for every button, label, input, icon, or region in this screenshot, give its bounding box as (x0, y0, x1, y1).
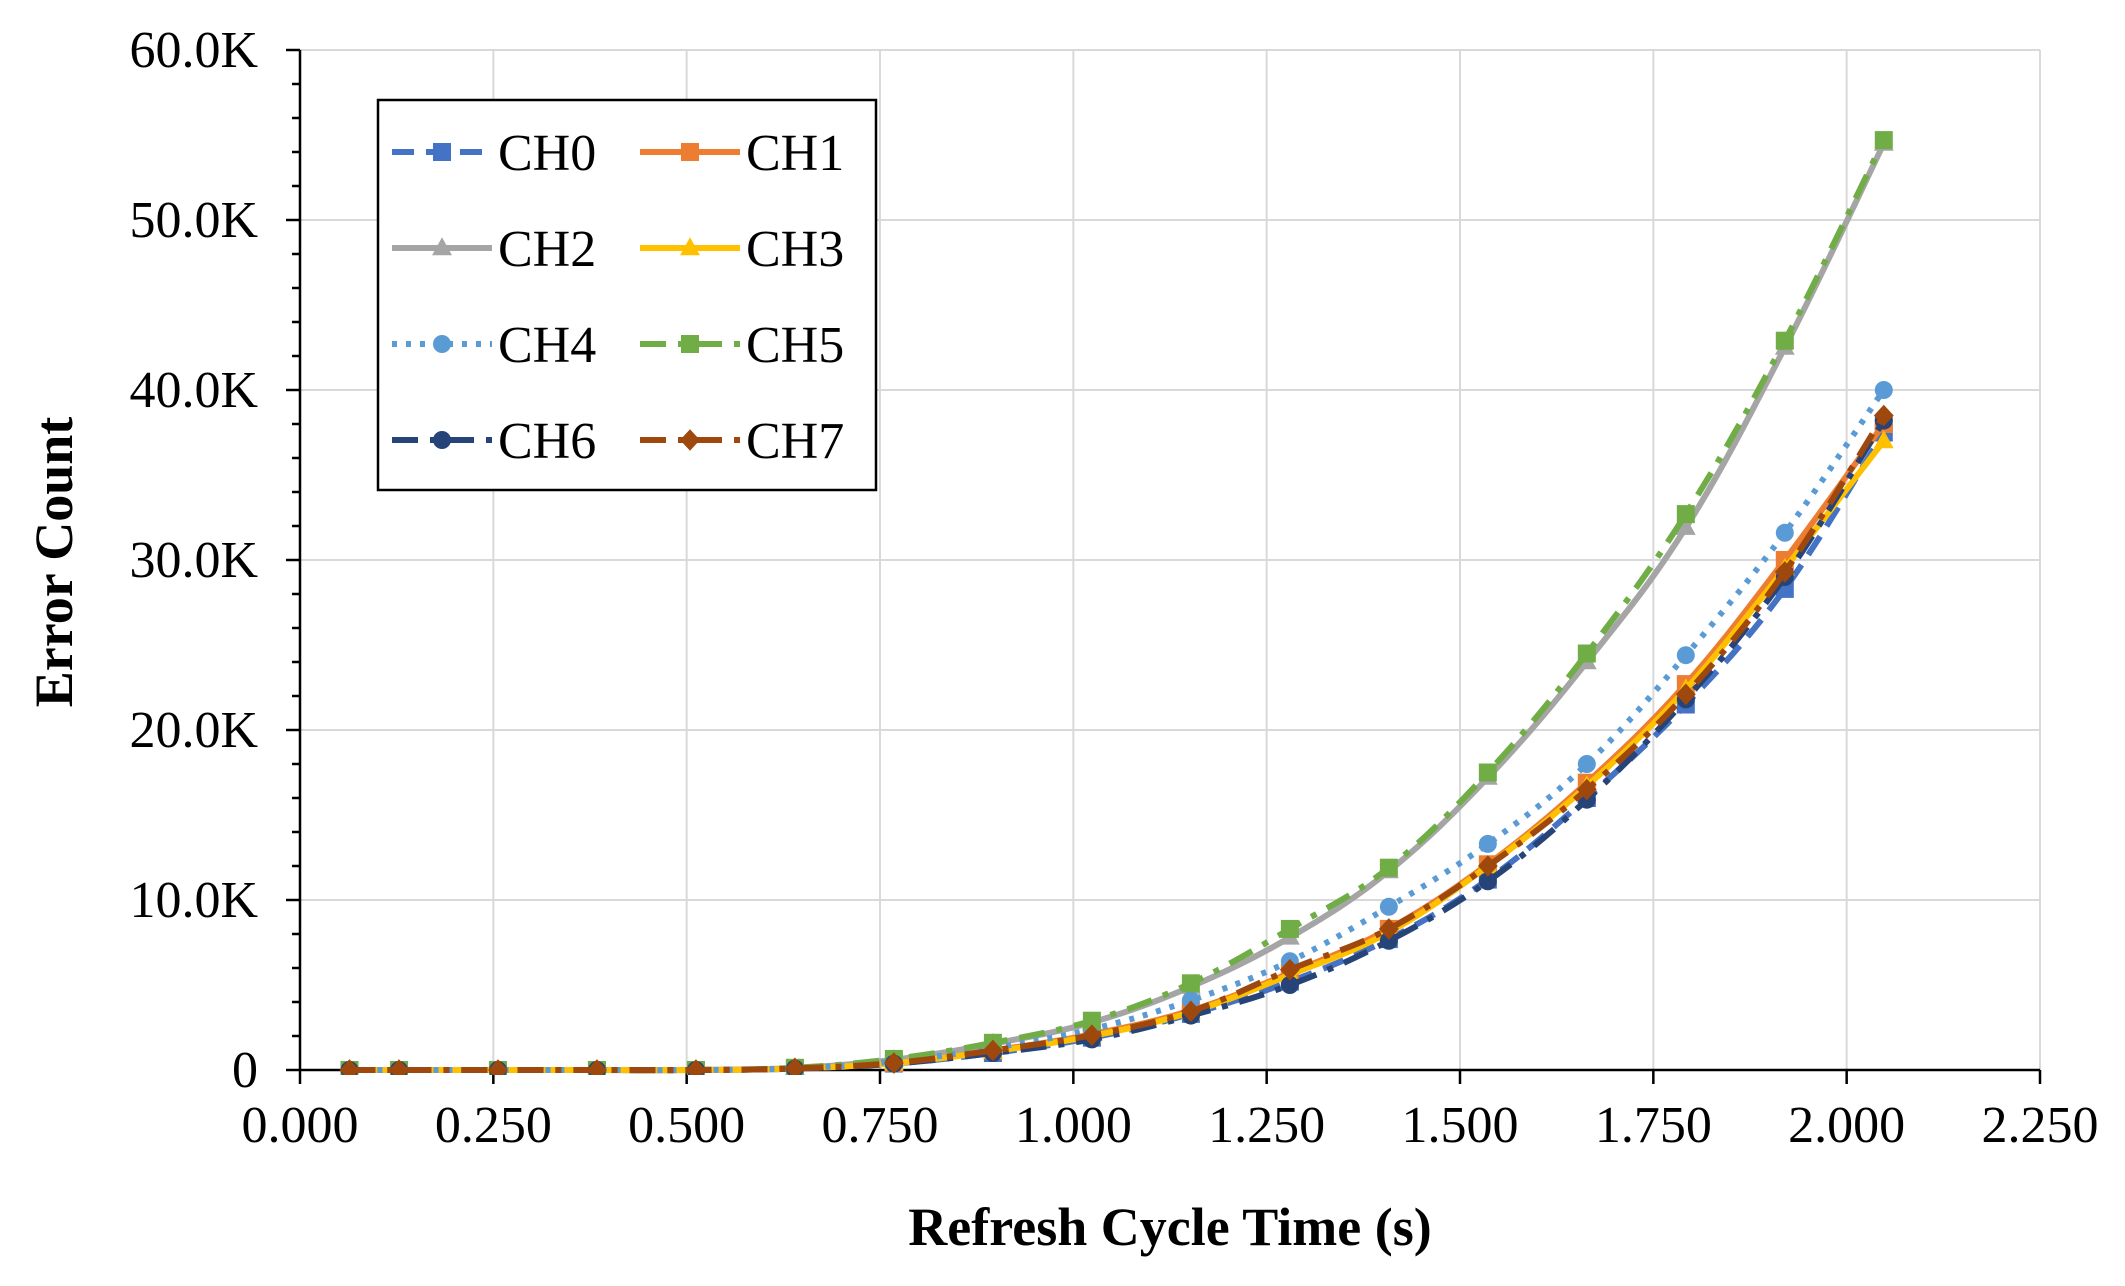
y-tick-label: 10.0K (129, 872, 258, 929)
data-point-ch7 (1180, 1000, 1201, 1023)
x-tick-label: 1.000 (1015, 1097, 1132, 1154)
x-tick-label: 1.250 (1208, 1097, 1325, 1154)
x-tick-label: 0.000 (242, 1097, 359, 1154)
gridlines (300, 49, 2041, 1070)
data-point-ch4 (1775, 523, 1794, 542)
legend-item-ch1: CH1 (640, 125, 844, 182)
legend-marker-ch3 (680, 237, 700, 256)
legend-label-ch3: CH3 (746, 221, 844, 278)
data-point-ch7 (1477, 855, 1498, 877)
data-point-ch7 (1774, 561, 1795, 583)
x-tick-label: 1.750 (1595, 1097, 1712, 1154)
x-tick-label: 0.750 (822, 1097, 939, 1154)
legend-item-ch2: CH2 (392, 221, 596, 278)
series-ch0 (340, 423, 1893, 1075)
y-tick-label: 50.0K (129, 192, 258, 249)
legend-item-ch6: CH6 (392, 413, 596, 470)
data-point-ch4 (1874, 381, 1893, 399)
series-ch6 (340, 411, 1893, 1075)
data-point-ch6 (1478, 872, 1497, 891)
data-point-ch7 (587, 1059, 607, 1075)
data-point-ch7 (686, 1059, 706, 1075)
legend-item-ch0: CH0 (392, 125, 596, 182)
data-point-ch5 (1181, 974, 1200, 993)
data-point-ch3 (1873, 430, 1894, 449)
data-point-ch7 (1081, 1024, 1102, 1046)
legend-label-ch4: CH4 (498, 317, 596, 374)
legend-marker-ch5 (681, 335, 699, 353)
data-point-ch7 (1279, 958, 1300, 981)
series-ch1 (340, 415, 1893, 1075)
legend-item-ch7: CH7 (640, 413, 844, 470)
legend-marker-ch6 (433, 431, 451, 449)
data-point-ch4 (1181, 991, 1200, 1010)
y-tick-label: 30.0K (129, 532, 258, 589)
y-tick-label: 20.0K (129, 702, 258, 759)
y-tick-label: 0 (232, 1042, 258, 1099)
legend-label-ch5: CH5 (746, 317, 844, 374)
data-point-ch5 (1082, 1011, 1101, 1030)
legend: CH0 CH1 CH2 CH3 CH4 CH5 CH6 CH7 (376, 98, 878, 492)
data-point-ch2 (1675, 516, 1696, 535)
data-point-ch7 (389, 1059, 409, 1075)
x-tick-label: 0.500 (628, 1097, 745, 1154)
legend-item-ch5: CH5 (640, 317, 844, 374)
x-tick-label: 1.500 (1402, 1097, 1519, 1154)
y-tick-label: 60.0K (129, 22, 258, 79)
data-point-ch7 (1873, 404, 1894, 427)
legend-item-ch4: CH4 (392, 317, 596, 374)
data-point-ch7 (339, 1059, 360, 1075)
y-tick-label: 40.0K (129, 362, 258, 419)
tick-labels: 0.000 0.250 0.500 0.750 1.000 1.250 1.500 1.750… (129, 22, 2098, 1154)
legend-label-ch6: CH6 (498, 413, 596, 470)
data-point-ch7 (1675, 683, 1696, 706)
data-point-ch4 (1379, 897, 1398, 916)
data-point-ch5 (1478, 763, 1497, 782)
x-tick-label: 2.250 (1982, 1097, 2099, 1154)
x-tick-label: 0.250 (435, 1097, 552, 1154)
data-point-ch7 (884, 1052, 904, 1074)
x-axis-title: Refresh Cycle Time (s) (908, 1197, 1431, 1257)
legend-marker-ch7 (680, 429, 700, 451)
data-point-ch5 (1577, 644, 1596, 663)
data-point-ch4 (1676, 646, 1695, 665)
legend-marker-ch4 (433, 335, 451, 353)
series-line-ch4 (349, 388, 1887, 1074)
data-point-ch6 (1379, 931, 1398, 950)
legend-label-ch0: CH0 (498, 125, 596, 182)
data-point-ch7 (488, 1059, 508, 1075)
data-point-ch6 (1280, 976, 1299, 994)
data-point-ch5 (1775, 331, 1794, 350)
data-point-ch5 (1676, 505, 1695, 524)
legend-marker-ch1 (681, 143, 699, 161)
legend-marker-ch0 (433, 143, 451, 161)
data-point-ch5 (1379, 858, 1398, 877)
data-point-ch4 (1478, 834, 1497, 853)
x-tick-label: 2.000 (1788, 1097, 1905, 1154)
data-point-ch5 (1280, 919, 1299, 938)
legend-item-ch3: CH3 (640, 221, 844, 278)
series-ch7 (339, 404, 1894, 1075)
data-point-ch7 (983, 1039, 1003, 1062)
legend-label-ch7: CH7 (746, 413, 844, 470)
legend-marker-ch2 (432, 237, 452, 256)
legend-box (376, 98, 878, 492)
data-point-ch7 (1378, 918, 1399, 940)
data-point-ch7 (1576, 778, 1597, 801)
data-point-ch5 (1874, 131, 1893, 150)
series-lines (339, 131, 1894, 1075)
legend-label-ch2: CH2 (498, 221, 596, 278)
data-point-ch7 (785, 1057, 805, 1075)
y-axis-title: Error Count (24, 417, 84, 708)
legend-label-ch1: CH1 (746, 125, 844, 182)
data-point-ch4 (1577, 755, 1596, 773)
series-ch3 (340, 430, 1894, 1075)
